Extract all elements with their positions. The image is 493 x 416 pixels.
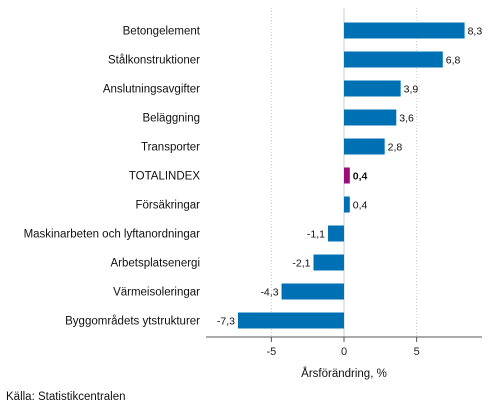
value-label: -2,1 <box>292 258 310 270</box>
category-label: Arbetsplatsenergi <box>111 258 201 270</box>
bar <box>344 138 385 155</box>
value-label: 2,8 <box>388 142 403 154</box>
x-axis: -5 0 5 <box>206 336 482 358</box>
x-axis-title: Årsförändring, % <box>301 367 387 380</box>
source-note: Källa: Statistikcentralen <box>6 391 126 403</box>
bar <box>237 312 344 329</box>
value-labels: 8,3 6,8 3,9 3,6 2,8 0,4 0,4 -1,1 -2,1 -4,3 -7,3 <box>217 26 482 328</box>
bar <box>344 80 401 97</box>
category-label: TOTALINDEX <box>129 171 200 183</box>
bar <box>344 167 350 184</box>
category-label: Värmeisoleringar <box>113 287 200 299</box>
tick-label: 0 <box>341 346 347 358</box>
tick-label: -5 <box>266 346 276 358</box>
value-label: -1,1 <box>307 229 325 241</box>
bar <box>344 196 350 213</box>
bar <box>344 22 465 39</box>
bar <box>344 109 397 126</box>
value-label: 0,4 <box>353 200 368 212</box>
category-label: Betongelement <box>123 26 201 38</box>
value-label: 6,8 <box>446 55 461 67</box>
value-label: -4,3 <box>260 287 278 299</box>
bar <box>313 254 344 271</box>
value-label: 8,3 <box>468 26 483 38</box>
category-labels: Betongelement Stålkonstruktioner Anslutnin… <box>24 26 201 328</box>
tick-label: 5 <box>414 346 420 358</box>
bar <box>281 283 344 300</box>
category-label: Byggområdets ytstrukturer <box>65 316 200 328</box>
category-label: Stålkonstruktioner <box>108 55 200 67</box>
category-label: Anslutningsavgifter <box>103 84 200 96</box>
category-label: Försäkringar <box>135 200 200 212</box>
value-label: -7,3 <box>217 316 235 328</box>
category-label: Maskinarbeten och lyftanordningar <box>24 229 201 241</box>
category-label: Beläggning <box>142 113 200 125</box>
bars <box>237 22 465 329</box>
value-label: 0,4 <box>353 171 368 183</box>
bar <box>344 51 443 68</box>
value-label: 3,6 <box>399 113 414 125</box>
bar <box>328 225 344 242</box>
category-label: Transporter <box>141 142 200 154</box>
value-label: 3,9 <box>404 84 419 96</box>
